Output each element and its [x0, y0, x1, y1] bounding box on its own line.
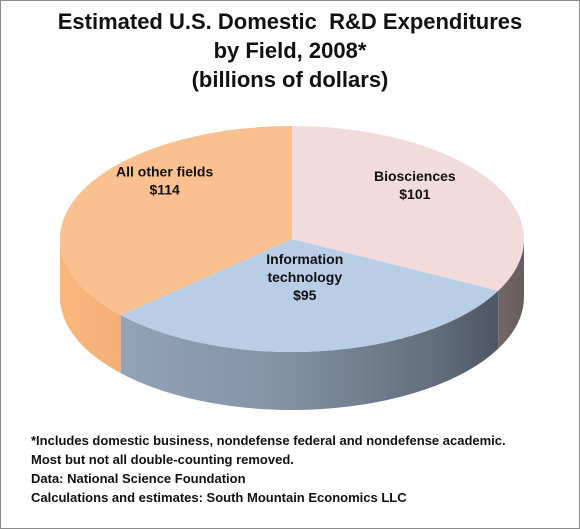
data-label-value-information-technology: $95 [293, 287, 317, 303]
pie-tops [60, 126, 524, 352]
pie-slice-information-technology [120, 239, 499, 352]
data-label-name-information-technology: Information [266, 251, 343, 267]
data-label-name-all-other-fields: All other fields [116, 163, 213, 179]
footnote-line-3: Data: National Science Foundation [31, 471, 246, 486]
pie-side-all-other-fields [60, 239, 121, 374]
chart-title: Estimated U.S. Domestic R&D Expenditures… [1, 7, 579, 94]
footnote-line-1: *Includes domestic business, nondefense … [31, 433, 506, 448]
pie-side-biosciences [498, 239, 524, 349]
chart-title-line-3: (billions of dollars) [191, 67, 389, 92]
pie-sides [60, 239, 524, 410]
pie-slice-biosciences [292, 126, 524, 291]
data-label-name-information-technology: technology [267, 269, 342, 285]
footnote-line-2: Most but not all double-counting removed… [31, 452, 294, 467]
pie-side-information-technology [120, 290, 499, 410]
chart-title-line-2: by Field, 2008* [213, 38, 367, 63]
pie-labels: Biosciences $101 Information technology $95 A… [116, 163, 456, 302]
pie-slice-all-other-fields [60, 126, 292, 316]
data-label-value-biosciences: $101 [399, 186, 430, 202]
data-label-name-biosciences: Biosciences [374, 168, 456, 184]
data-label-value-all-other-fields: $114 [149, 181, 180, 197]
footnotes: *Includes domestic business, nondefense … [31, 431, 576, 507]
footnote-line-4: Calculations and estimates: South Mounta… [31, 490, 407, 505]
chart-title-line-1: Estimated U.S. Domestic R&D Expenditures [57, 9, 523, 34]
